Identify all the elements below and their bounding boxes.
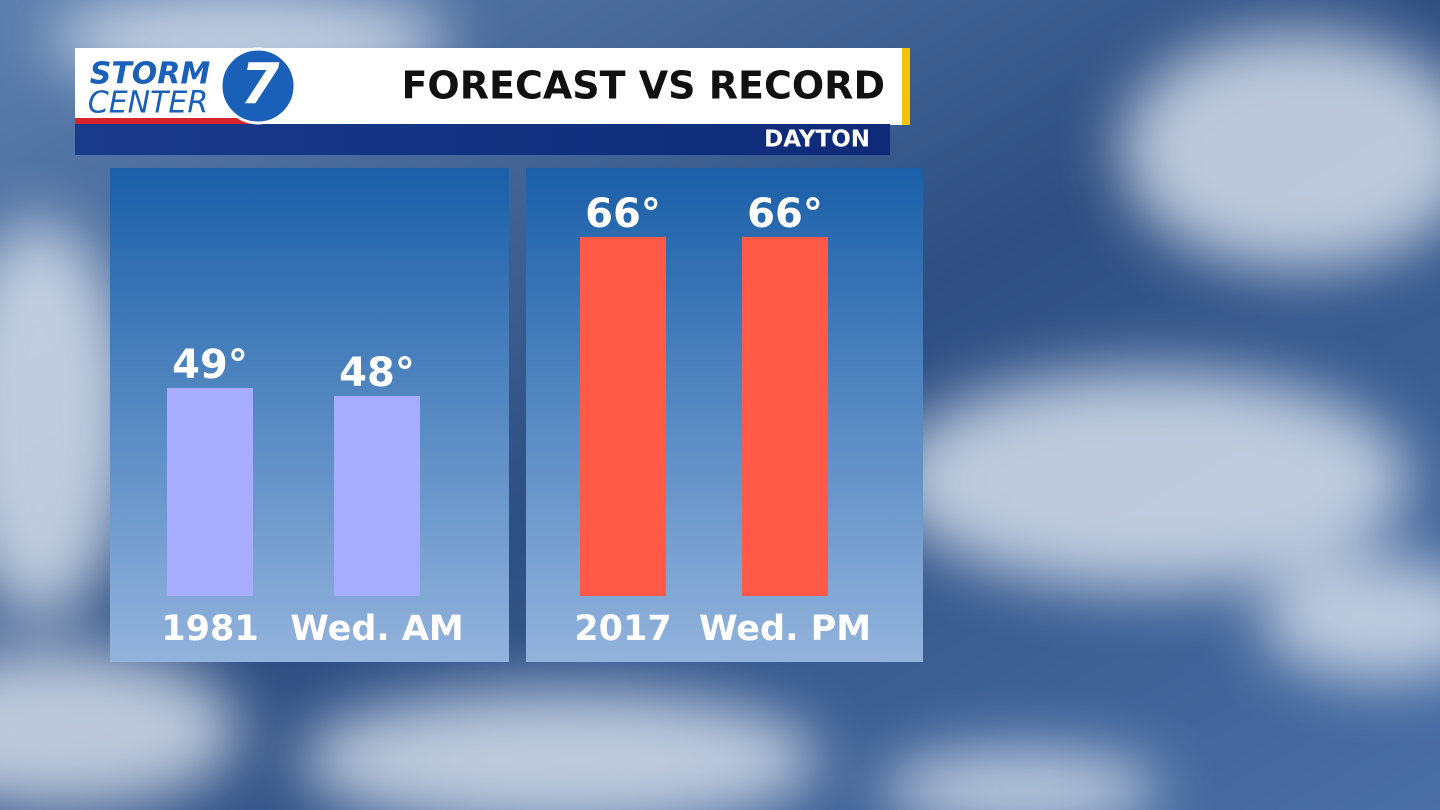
- category-label: 2017: [574, 609, 671, 649]
- logo-stripe: [75, 118, 255, 124]
- bar: [580, 236, 666, 596]
- title: FORECAST VS RECORD: [401, 64, 885, 108]
- location-ribbon: [75, 124, 890, 155]
- logo-circle: [219, 47, 297, 125]
- value-label: 66°: [747, 191, 823, 237]
- location: DAYTON: [764, 127, 870, 153]
- bar: [742, 236, 828, 596]
- accent-stripe: [902, 48, 910, 125]
- value-label: 49°: [172, 342, 248, 388]
- value-label: 66°: [585, 191, 661, 237]
- charts: 49° 1981 48° Wed. AM 66° 2017 66° Wed. PM: [110, 168, 923, 662]
- logo-text: STORM: [90, 57, 211, 92]
- title-banner: [75, 48, 905, 125]
- category-label: Wed. AM: [290, 609, 464, 649]
- logo-text: CENTER: [88, 86, 208, 121]
- bar: [334, 396, 420, 596]
- category-label: Wed. PM: [699, 609, 871, 649]
- category-label: 1981: [161, 609, 258, 649]
- value-label: 48°: [339, 350, 415, 396]
- bar: [167, 388, 253, 596]
- logo-number: 7: [241, 52, 280, 117]
